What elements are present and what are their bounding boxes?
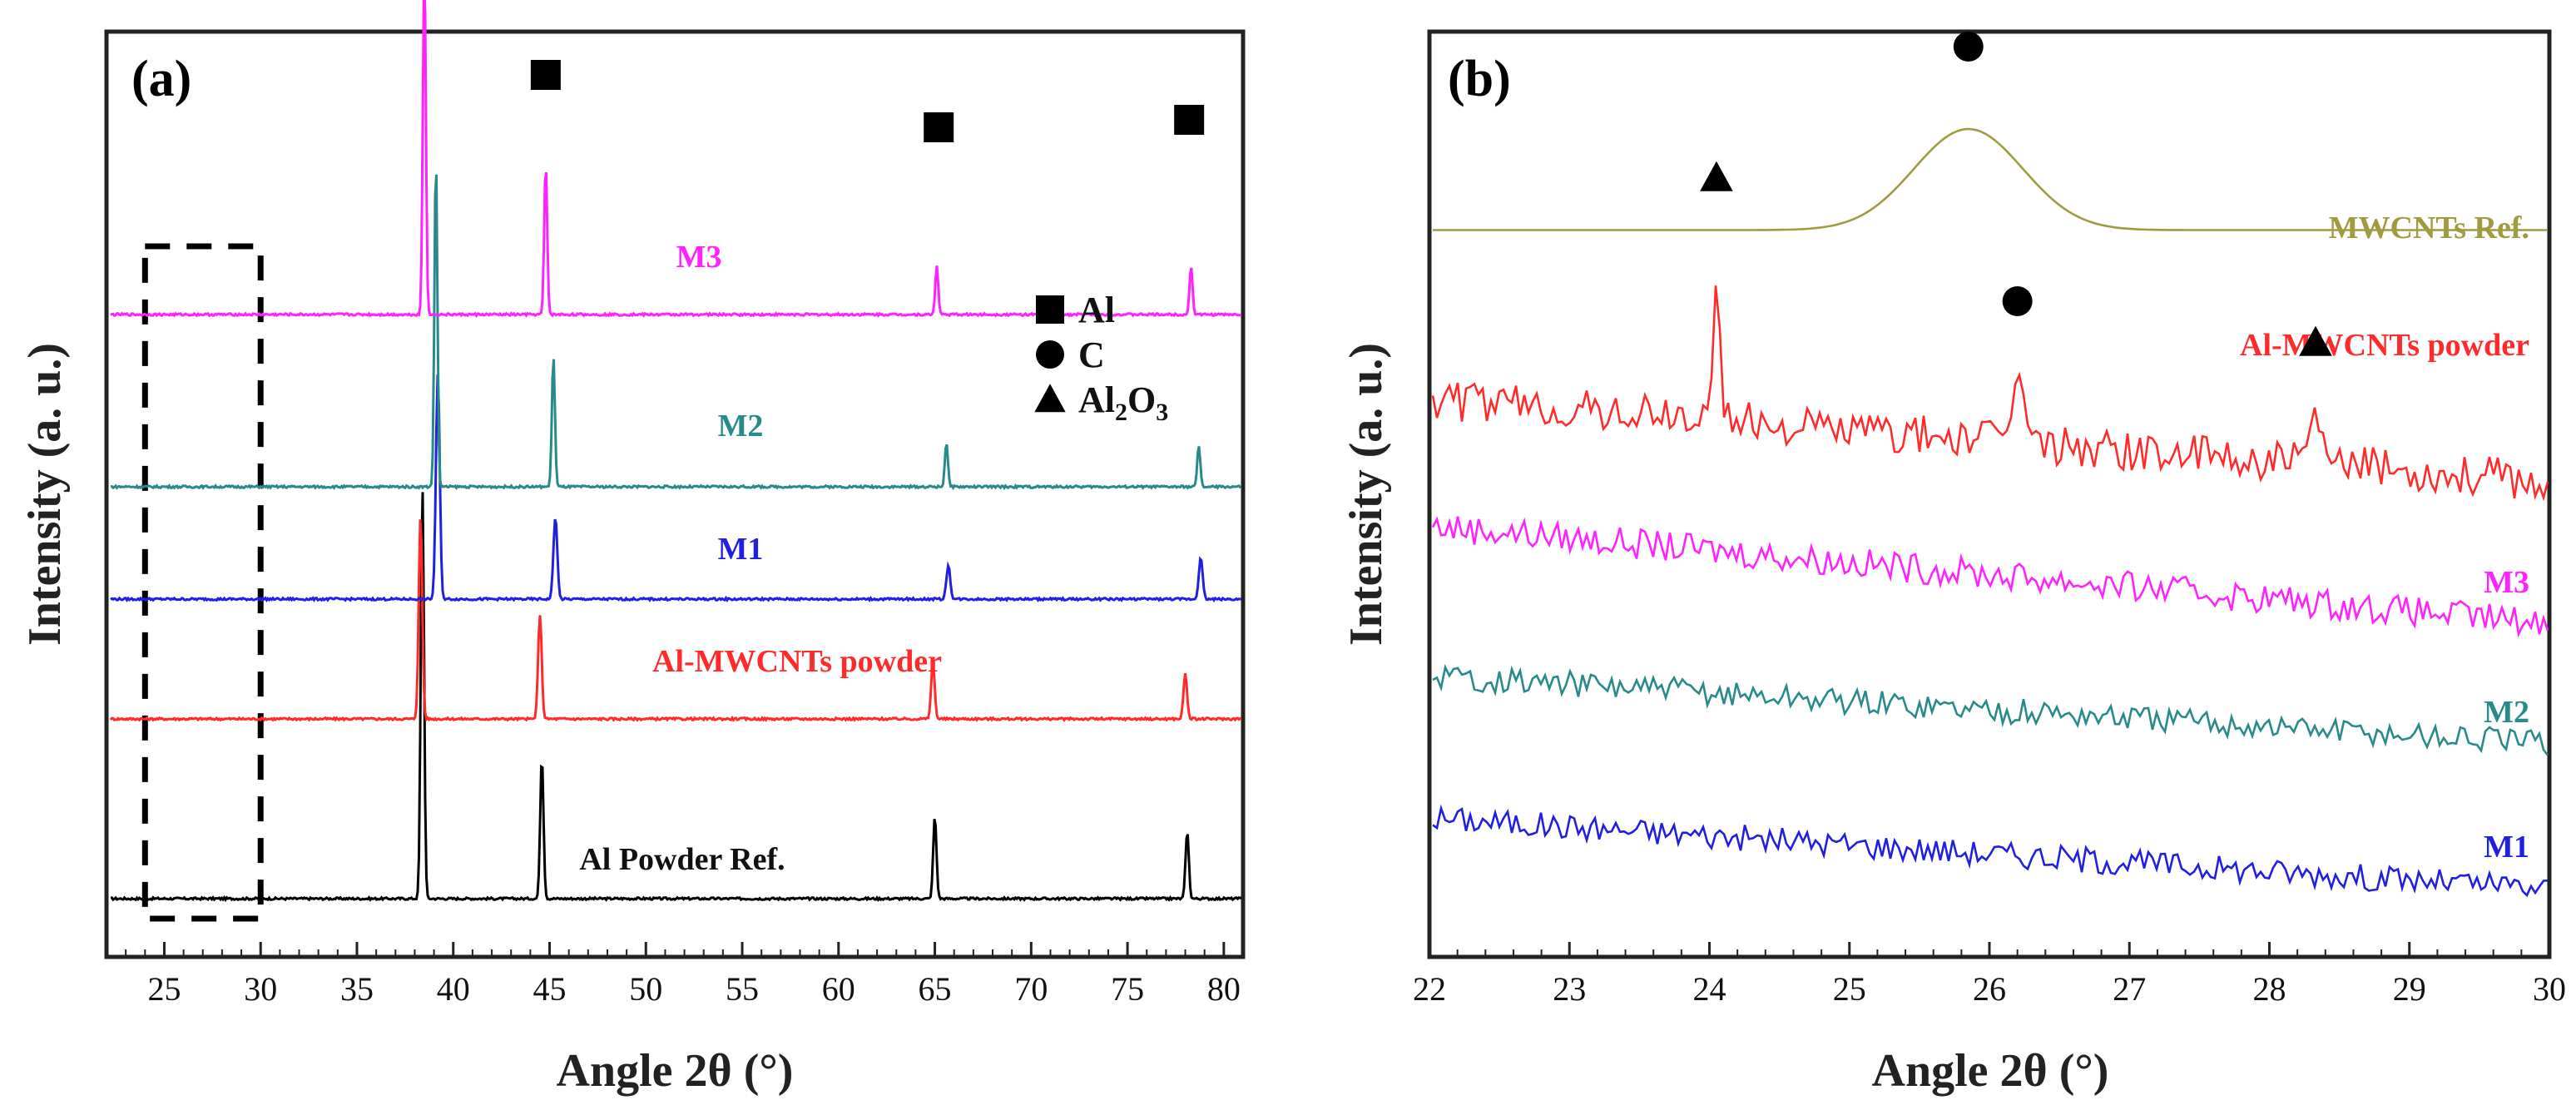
panel-a-x-ticks: 25 30 35 40 45 50 55 60 65 70 75 80 <box>106 942 1244 1008</box>
panel-a-series: Al Powder Ref. Al-MWCNTs powder M1 M2 M3 <box>109 0 1242 903</box>
x-tick-label: 70 <box>1014 970 1048 1008</box>
series-label: M2 <box>2484 695 2529 730</box>
x-tick-label: 30 <box>244 970 277 1008</box>
x-tick-label: 60 <box>822 970 855 1008</box>
series-line <box>1431 285 2549 502</box>
x-tick-label: 45 <box>533 970 567 1008</box>
square-marker <box>924 112 954 142</box>
series-line <box>111 492 1242 903</box>
series-line <box>1432 804 2549 898</box>
series-line <box>1433 127 2548 231</box>
x-tick-label: 29 <box>2393 970 2426 1008</box>
x-tick-label: 40 <box>437 970 470 1008</box>
circle-legend-icon <box>1036 340 1064 369</box>
circle-marker <box>1953 32 1984 62</box>
x-tick-label: 65 <box>919 970 952 1008</box>
triangle-marker <box>1700 161 1733 191</box>
series-line <box>1431 516 2549 638</box>
series-label: Al-MWCNTs powder <box>2240 328 2529 363</box>
panel-a-frame <box>104 29 1246 959</box>
series-label: MWCNTs Ref. <box>2329 211 2529 245</box>
panel-b-markers <box>1700 32 2332 356</box>
panel-b-series: M1 M2 M3 Al-MWCNTs powder MWCNTs Ref. <box>1431 127 2549 898</box>
x-tick-label: 80 <box>1207 970 1241 1008</box>
legend-label: C <box>1078 334 1105 375</box>
dashed-highlight-box <box>141 243 264 922</box>
panel-b-frame <box>1427 29 2552 959</box>
triangle-legend-icon <box>1034 384 1066 413</box>
panel-a-x-axis-title: Angle 2θ (°) <box>557 1045 794 1097</box>
x-tick-label: 22 <box>1413 970 1446 1008</box>
x-tick-label: 75 <box>1111 970 1144 1008</box>
panel-b-y-axis-title: Intensity (a. u.) <box>1340 343 1392 646</box>
panel-a-markers <box>530 60 1205 142</box>
x-tick-label: 25 <box>147 970 181 1008</box>
x-tick-label: 50 <box>629 970 662 1008</box>
panel-a: (a) 25 30 35 40 45 50 55 60 65 70 75 80 Al Powder R… <box>19 0 1246 1097</box>
panel-b-label: (b) <box>1448 51 1511 107</box>
series-label: M1 <box>718 532 764 567</box>
triangle-marker <box>2299 325 2332 356</box>
series-label: Al Powder Ref. <box>579 842 785 877</box>
series-line <box>110 174 1242 491</box>
series-label: Al-MWCNTs powder <box>652 644 942 679</box>
series-label: M3 <box>676 240 722 275</box>
square-legend-icon <box>1036 295 1064 324</box>
series-line <box>109 519 1242 722</box>
circle-marker <box>2002 286 2033 316</box>
series-label: M3 <box>2484 565 2529 600</box>
panel-b-x-ticks: 22 23 24 25 26 27 28 29 30 <box>1413 942 2566 1008</box>
panel-b: (b) 22 23 24 25 26 27 28 29 30 M1 M2 M3 Al-MWCNTs p… <box>1340 29 2566 1097</box>
x-tick-label: 24 <box>1693 970 1726 1008</box>
square-marker <box>1174 105 1205 135</box>
series-label: M1 <box>2484 830 2529 865</box>
series-label: M2 <box>718 409 764 444</box>
x-tick-label: 30 <box>2533 970 2566 1008</box>
x-tick-label: 23 <box>1553 970 1586 1008</box>
square-marker <box>530 60 561 90</box>
panel-a-label: (a) <box>131 51 191 107</box>
x-tick-label: 28 <box>2253 970 2286 1008</box>
x-tick-label: 55 <box>726 970 759 1008</box>
series-line <box>110 374 1242 603</box>
x-tick-label: 27 <box>2113 970 2146 1008</box>
x-tick-label: 35 <box>340 970 374 1008</box>
x-tick-label: 26 <box>1973 970 2006 1008</box>
legend-label: Al2O3 <box>1078 379 1168 426</box>
panel-a-y-axis-title: Intensity (a. u.) <box>19 343 71 646</box>
highlight-box <box>141 243 264 922</box>
panel-b-x-axis-title: Angle 2θ (°) <box>1872 1045 2109 1097</box>
series-line <box>1432 664 2549 756</box>
x-tick-label: 25 <box>1833 970 1866 1008</box>
legend-label: Al <box>1078 290 1115 330</box>
